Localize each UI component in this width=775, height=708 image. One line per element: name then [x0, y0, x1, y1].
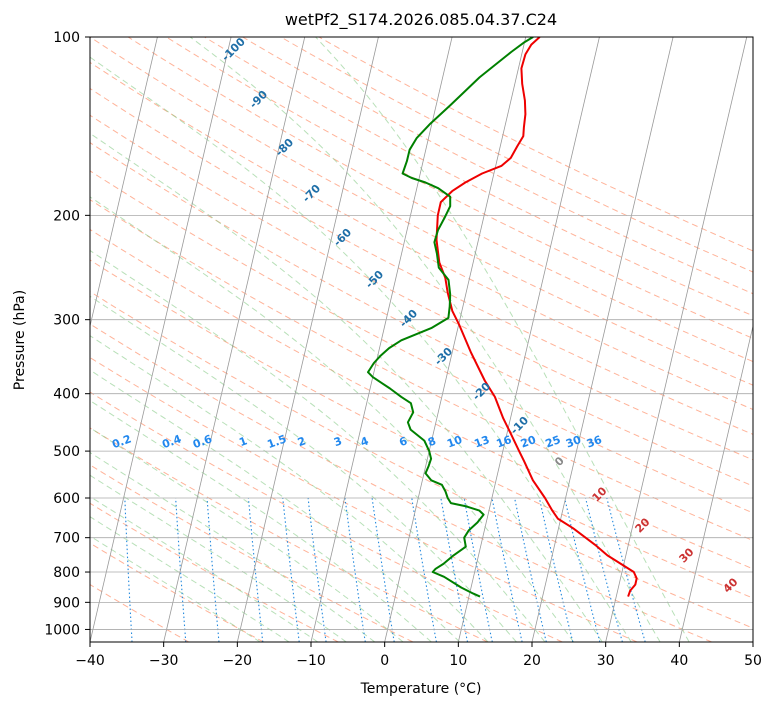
moist-adiabat-line — [90, 56, 632, 642]
y-tick-label: 900 — [53, 595, 80, 611]
dry-adiabat-line — [90, 391, 563, 642]
x-tick-label: 40 — [670, 653, 688, 669]
mixing-ratio-label: 2 — [296, 434, 308, 449]
dry-adiabat-line — [90, 87, 753, 435]
y-tick-label: 200 — [53, 208, 80, 224]
moist-adiabat-line — [90, 399, 432, 642]
mixing-ratio-label: 10 — [445, 433, 464, 451]
mixing-ratio-line — [585, 497, 623, 642]
isotherm-line — [90, 37, 158, 328]
y-axis: 100 200 300 400 500 600 700 800 900 1000 — [44, 30, 90, 638]
x-tick-label: −20 — [223, 653, 253, 669]
dry-adiabat-line — [90, 259, 753, 599]
isotherm-line — [605, 37, 748, 642]
mixing-ratio-label: 0.6 — [191, 432, 214, 451]
chart-title: wetPf2_S174.2026.085.04.37.C24 — [285, 10, 557, 30]
isotherm-line — [678, 324, 753, 642]
temperature-profile — [435, 37, 638, 597]
moist-adiabat-line — [189, 37, 661, 642]
x-tick-label: −30 — [149, 653, 179, 669]
isotherm-line — [90, 37, 232, 642]
moist-adiabat-line — [90, 249, 546, 642]
plot-frame — [89, 36, 754, 643]
mixing-ratio-label: 25 — [544, 433, 563, 450]
mixing-ratio-line — [606, 497, 646, 642]
y-tick-label: 600 — [53, 491, 80, 507]
mixing-ratio-line — [514, 497, 547, 642]
mixing-ratio-label: 16 — [495, 433, 514, 451]
x-axis-label: Temperature (°C) — [360, 681, 482, 697]
plot-area: -100-90-80-70-60-50-40-30-20-10010203040… — [90, 37, 753, 642]
moist-adiabat-line — [315, 37, 690, 642]
x-tick-label: 20 — [523, 653, 541, 669]
dry-adiabat-line — [90, 502, 339, 642]
mixing-ratio-label: 0.2 — [110, 432, 133, 451]
x-tick-label: 0 — [380, 653, 389, 669]
isotherm-line — [384, 37, 527, 642]
x-tick-label: 10 — [449, 653, 467, 669]
isotherm-line — [310, 37, 453, 642]
isotherm-line — [457, 37, 600, 642]
dry-adiabat-line — [90, 61, 753, 411]
dry-adiabat-line — [90, 114, 753, 461]
moist-adiabat-line — [90, 335, 489, 642]
isotherm-line — [531, 37, 674, 642]
dewpoint-profile — [367, 37, 534, 598]
mixing-ratio-label: 1.5 — [266, 432, 289, 451]
x-tick-label: −10 — [296, 653, 326, 669]
y-tick-label: 400 — [53, 387, 80, 403]
y-tick-label: 1000 — [44, 622, 80, 638]
x-tick-label: 30 — [597, 653, 615, 669]
mixing-ratio-line — [538, 497, 574, 642]
mixing-ratio-label: 20 — [519, 433, 538, 451]
mixing-ratio-label: 0.4 — [160, 432, 183, 451]
mixing-ratio-label: 1 — [237, 434, 249, 449]
moist-adiabat-line — [90, 474, 347, 642]
moist-adiabat-line — [90, 196, 574, 642]
mixing-ratio-label: 3 — [332, 434, 344, 449]
x-tick-label: −40 — [75, 653, 105, 669]
mixing-ratio-line — [491, 497, 523, 642]
mixing-ratio-label: 4 — [359, 434, 371, 449]
dry-adiabat-line — [90, 142, 753, 487]
mixing-ratio-label: 30 — [564, 433, 583, 451]
moist-adiabat-line — [90, 451, 376, 642]
y-tick-label: 500 — [53, 444, 80, 460]
mixing-ratio-label: 36 — [585, 433, 604, 451]
y-axis-label: Pressure (hPa) — [12, 290, 28, 390]
dry-adiabat-line — [90, 37, 753, 386]
mixing-ratio-label: 6 — [397, 434, 409, 449]
x-tick-label: 50 — [744, 653, 762, 669]
isotherm-line — [163, 37, 306, 642]
isotherm-line — [236, 37, 379, 642]
dry-adiabat-line — [90, 290, 753, 629]
mixing-ratio-label: 8 — [426, 434, 438, 449]
y-tick-label: 800 — [53, 565, 80, 581]
y-tick-label: 300 — [53, 313, 80, 329]
y-tick-label: 100 — [53, 30, 80, 46]
mixing-ratio-label: 13 — [472, 433, 491, 450]
moist-adiabat-line — [90, 369, 461, 642]
y-tick-label: 700 — [53, 531, 80, 547]
dry-adiabat-line — [127, 37, 753, 363]
dry-adiabat-line — [90, 323, 712, 642]
dry-adiabat-line — [90, 427, 488, 642]
x-axis: −40 −30 −20 −10 0 10 20 30 40 50 — [75, 642, 762, 669]
moist-adiabat-line — [90, 132, 603, 642]
